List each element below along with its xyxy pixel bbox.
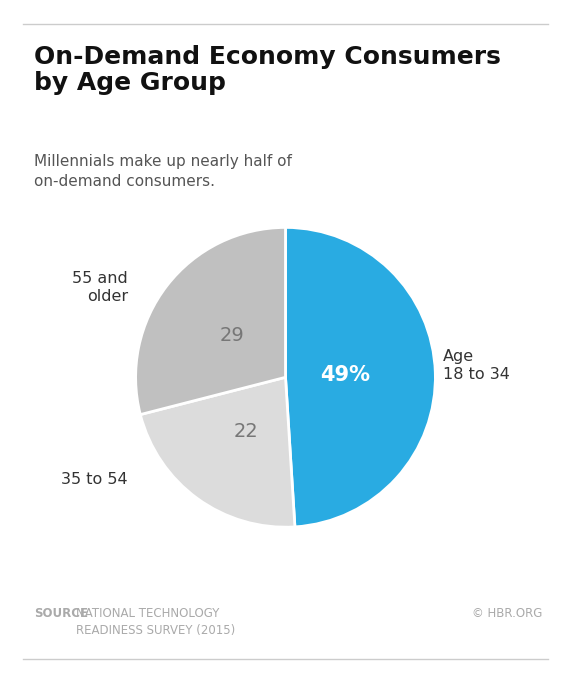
- Wedge shape: [286, 228, 435, 527]
- Text: SOURCE: SOURCE: [34, 607, 89, 620]
- Wedge shape: [140, 377, 295, 527]
- Text: 29: 29: [220, 327, 244, 346]
- Text: 22: 22: [234, 423, 258, 441]
- Text: Millennials make up nearly half of
on-demand consumers.: Millennials make up nearly half of on-de…: [34, 154, 292, 189]
- Text: NATIONAL TECHNOLOGY
READINESS SURVEY (2015): NATIONAL TECHNOLOGY READINESS SURVEY (20…: [76, 607, 235, 637]
- Text: © HBR.ORG: © HBR.ORG: [472, 607, 542, 620]
- Text: On-Demand Economy Consumers
by Age Group: On-Demand Economy Consumers by Age Group: [34, 45, 501, 95]
- Text: 55 and
older: 55 and older: [73, 270, 128, 304]
- Text: Age
18 to 34: Age 18 to 34: [443, 348, 510, 382]
- Wedge shape: [136, 228, 286, 414]
- Text: 49%: 49%: [320, 366, 371, 386]
- Text: 35 to 54: 35 to 54: [62, 472, 128, 487]
